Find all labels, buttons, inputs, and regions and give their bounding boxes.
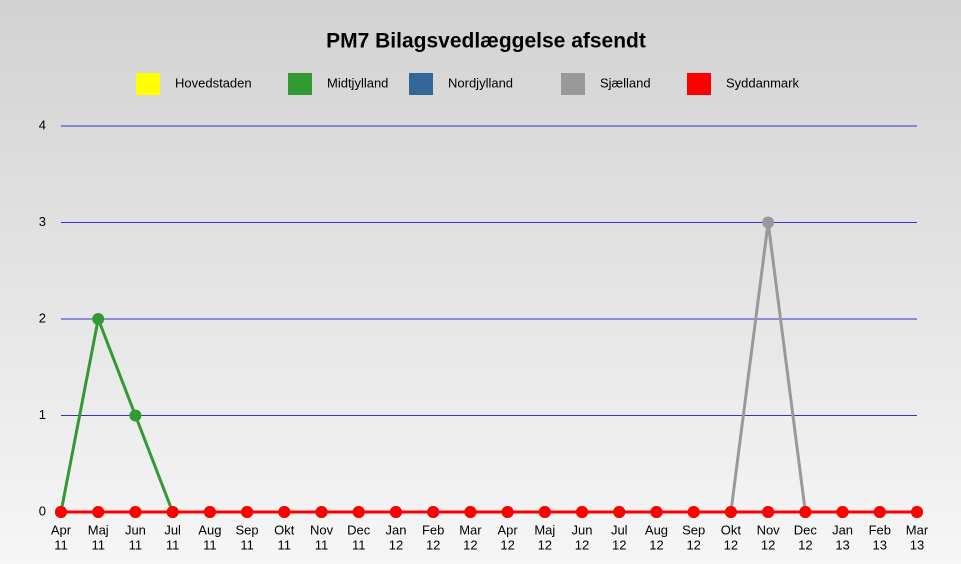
x-tick-label: 11 — [91, 537, 105, 552]
x-tick-label: 12 — [686, 537, 700, 552]
data-point — [687, 506, 700, 518]
x-tick-label: Feb — [422, 522, 444, 537]
y-tick-label: 3 — [39, 214, 46, 229]
x-tick-label: 11 — [352, 537, 366, 552]
legend-swatch — [687, 73, 711, 95]
x-tick-label: Jun — [125, 522, 146, 537]
y-tick-label: 2 — [39, 310, 46, 325]
data-point — [55, 506, 67, 518]
x-tick-label: Nov — [757, 522, 781, 537]
x-tick-label: 12 — [612, 537, 626, 552]
x-tick-label: Feb — [869, 522, 891, 537]
legend-label: Syddanmark — [726, 75, 799, 90]
x-tick-label: 12 — [798, 537, 812, 552]
x-tick-label: Mar — [906, 522, 929, 537]
data-point — [278, 506, 291, 518]
x-tick-label: 12 — [538, 537, 552, 552]
x-tick-label: Jul — [611, 522, 628, 537]
legend-label: Sjælland — [600, 75, 651, 90]
data-point — [464, 506, 477, 518]
data-point — [129, 409, 142, 422]
x-tick-label: Aug — [645, 522, 668, 537]
data-point — [836, 506, 849, 518]
legend-label: Nordjylland — [448, 75, 513, 90]
data-point — [762, 216, 775, 229]
data-point — [427, 506, 440, 518]
data-point — [762, 506, 775, 518]
data-point — [241, 506, 254, 518]
legend-swatch — [288, 73, 312, 95]
legend-swatch — [561, 73, 585, 95]
data-point — [129, 506, 142, 518]
x-tick-label: 11 — [240, 537, 254, 552]
y-tick-label: 0 — [39, 503, 46, 518]
x-tick-label: 13 — [873, 537, 887, 552]
data-point — [166, 506, 179, 518]
x-tick-label: Okt — [274, 522, 295, 537]
x-tick-label: 11 — [166, 537, 180, 552]
x-tick-label: 13 — [835, 537, 849, 552]
x-tick-label: 12 — [761, 537, 775, 552]
data-point — [873, 506, 886, 518]
chart-title: PM7 Bilagsvedlæggelse afsendt — [326, 30, 646, 53]
x-tick-label: 11 — [203, 537, 217, 552]
data-point — [92, 506, 105, 518]
legend-swatch — [136, 73, 160, 95]
x-tick-label: Dec — [347, 522, 371, 537]
legend-label: Hovedstaden — [175, 75, 252, 90]
x-tick-label: 11 — [278, 537, 292, 552]
data-point — [92, 313, 105, 325]
x-tick-label: Maj — [534, 522, 555, 537]
data-point — [911, 506, 923, 518]
x-tick-label: Jan — [385, 522, 406, 537]
y-tick-label: 4 — [39, 117, 46, 132]
data-point — [799, 506, 812, 518]
x-tick-label: Aug — [198, 522, 221, 537]
data-point — [538, 506, 551, 518]
x-tick-label: Apr — [497, 522, 518, 537]
data-point — [501, 506, 514, 518]
x-tick-label: Maj — [88, 522, 109, 537]
data-point — [724, 506, 737, 518]
legend-label: Midtjylland — [327, 75, 388, 90]
x-tick-label: Jun — [572, 522, 593, 537]
data-point — [389, 506, 402, 518]
y-tick-label: 1 — [39, 407, 46, 422]
data-point — [613, 506, 626, 518]
x-tick-label: Mar — [459, 522, 482, 537]
data-point — [203, 506, 216, 518]
x-tick-label: 11 — [315, 537, 329, 552]
x-tick-label: 13 — [910, 537, 924, 552]
x-tick-label: Jan — [832, 522, 853, 537]
x-tick-label: 12 — [389, 537, 403, 552]
x-tick-label: Sep — [682, 522, 705, 537]
x-tick-label: 12 — [426, 537, 440, 552]
x-tick-label: 12 — [500, 537, 514, 552]
x-tick-label: Okt — [721, 522, 742, 537]
x-tick-label: 11 — [129, 537, 143, 552]
x-tick-label: 12 — [463, 537, 477, 552]
x-tick-label: Nov — [310, 522, 334, 537]
data-point — [315, 506, 328, 518]
x-tick-label: Apr — [51, 522, 72, 537]
x-tick-label: 12 — [649, 537, 663, 552]
data-point — [650, 506, 663, 518]
x-tick-label: Dec — [794, 522, 818, 537]
data-point — [352, 506, 365, 518]
x-tick-label: 12 — [724, 537, 738, 552]
data-point — [576, 506, 589, 518]
legend-swatch — [409, 73, 433, 95]
x-tick-label: 11 — [54, 537, 68, 552]
x-tick-label: Sep — [236, 522, 259, 537]
x-tick-label: 12 — [575, 537, 589, 552]
x-tick-label: Jul — [164, 522, 181, 537]
